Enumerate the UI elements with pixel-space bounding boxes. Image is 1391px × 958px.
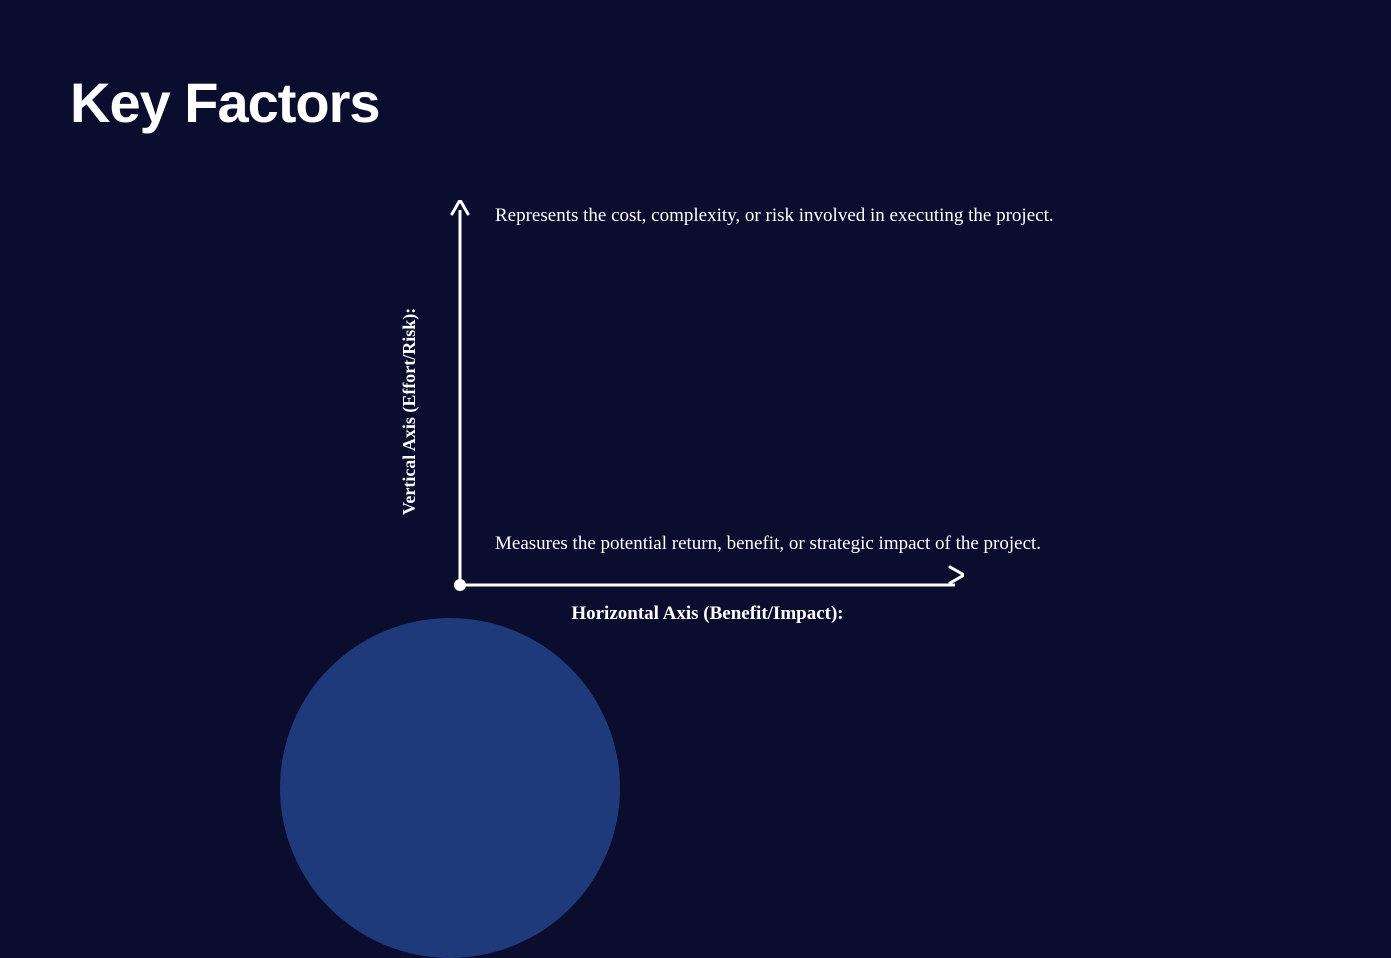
slide-title: Key Factors xyxy=(70,70,380,135)
y-axis-label: Vertical Axis (Effort/Risk): xyxy=(399,308,420,515)
x-axis-line xyxy=(460,584,955,587)
x-axis-description: Measures the potential return, benefit, … xyxy=(495,533,1041,555)
origin-point xyxy=(454,579,466,591)
decorative-circle xyxy=(280,618,620,958)
y-axis-arrow-icon xyxy=(450,200,470,216)
x-axis-label: Horizontal Axis (Benefit/Impact): xyxy=(460,603,955,625)
x-axis-arrow-icon xyxy=(948,575,964,595)
axis-diagram: Vertical Axis (Effort/Risk): Represents … xyxy=(460,195,1160,625)
y-axis-line xyxy=(459,210,462,585)
y-axis-description: Represents the cost, complexity, or risk… xyxy=(495,205,1054,227)
